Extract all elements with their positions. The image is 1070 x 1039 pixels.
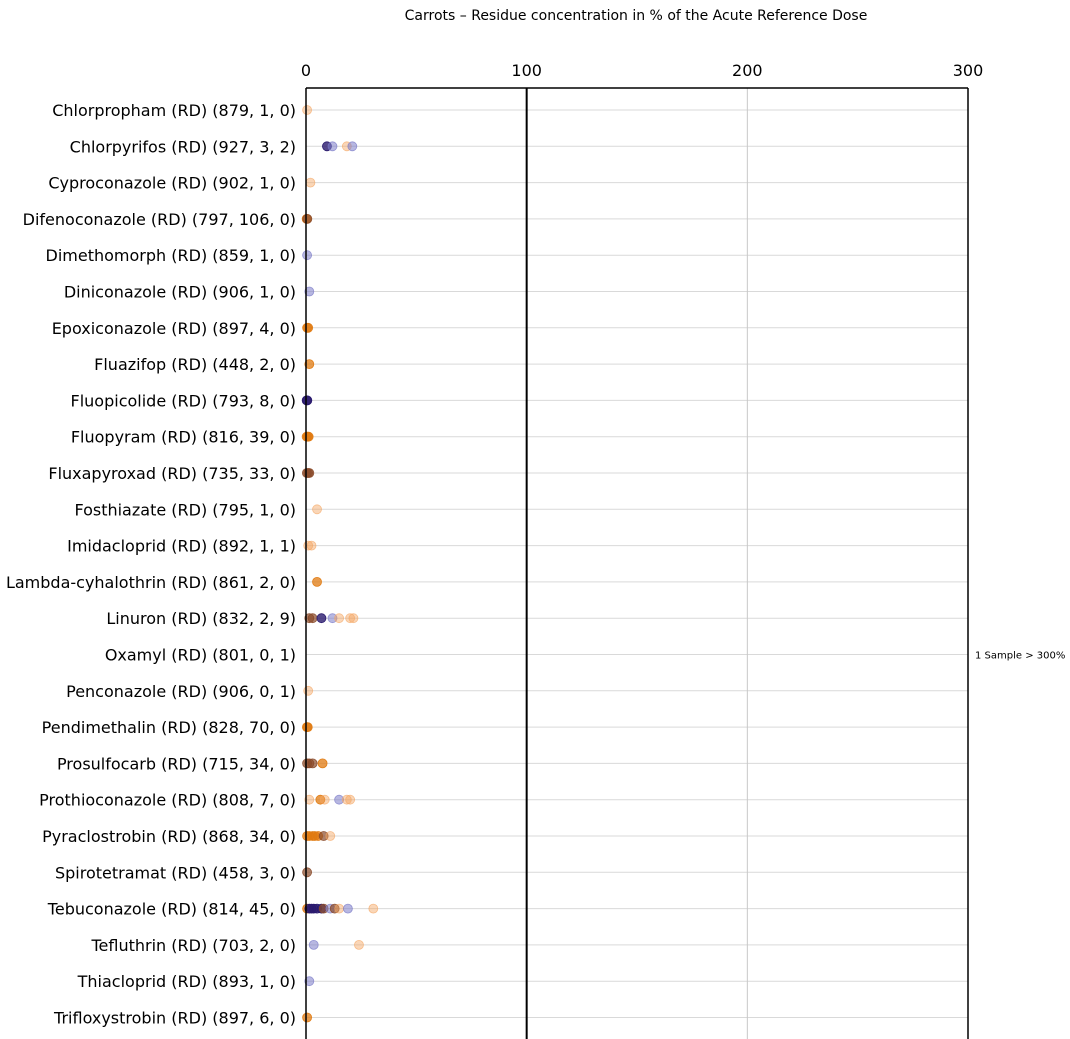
data-point (319, 794, 330, 805)
category-label: Fluazifop (RD) (448, 2, 0) (94, 355, 296, 374)
data-point (308, 940, 319, 950)
category-label: Trifloxystrobin (RD) (897, 6, 0) (53, 1009, 296, 1028)
category-label: Lambda-cyhalothrin (RD) (861, 2, 0) (6, 573, 296, 592)
category-label: Prosulfocarb (RD) (715, 34, 0) (57, 754, 296, 773)
data-point (306, 540, 317, 551)
category-label: Fluopyram (RD) (816, 39, 0) (71, 428, 296, 447)
category-label: Dimethomorph (RD) (859, 1, 0) (46, 246, 296, 265)
category-label: Linuron (RD) (832, 2, 9) (106, 609, 296, 628)
category-label: Thiacloprid (RD) (893, 1, 0) (77, 972, 296, 991)
data-point (302, 722, 313, 732)
category-label: Tefluthrin (RD) (703, 2, 0) (90, 936, 296, 955)
x-tick-label: 200 (732, 61, 763, 80)
data-point (302, 213, 313, 224)
category-label: Prothioconazole (RD) (808, 7, 0) (39, 791, 296, 810)
data-point (307, 613, 318, 624)
annotations: 1 Sample > 300% (975, 651, 1065, 662)
annotation-label: 1 Sample > 300% (975, 651, 1065, 662)
data-point (304, 468, 315, 478)
data-point (316, 613, 327, 624)
data-point (312, 577, 322, 587)
data-point (334, 903, 345, 914)
data-point (302, 867, 313, 878)
x-axis-ticks: 0 100 200 300 (301, 61, 983, 80)
chart-title: Carrots – Residue concentration in % of … (405, 8, 868, 24)
data-point (307, 758, 318, 769)
data-point (327, 141, 338, 152)
category-label: Fluopicolide (RD) (793, 8, 0) (71, 391, 296, 410)
data-point (334, 794, 345, 805)
data-point (343, 903, 353, 914)
data-point (304, 286, 315, 297)
category-label: Chlorpropham (RD) (879, 1, 0) (52, 101, 296, 120)
category-label: Diniconazole (RD) (906, 1, 0) (64, 283, 296, 302)
data-point (305, 177, 316, 188)
plot-frame (305, 87, 969, 1039)
x-tick-label: 0 (301, 61, 311, 80)
data-point (345, 794, 356, 805)
data-point (334, 613, 345, 624)
data-point (347, 141, 358, 152)
data-point (302, 395, 313, 406)
data-point (302, 1012, 313, 1023)
data-point (303, 322, 314, 333)
category-label: Epoxiconazole (RD) (897, 4, 0) (52, 319, 296, 338)
category-label: Fosthiazate (RD) (795, 1, 0) (74, 500, 296, 519)
data-point (312, 504, 322, 515)
category-label: Oxamyl (RD) (801, 0, 1) (105, 646, 296, 665)
data-point (354, 940, 364, 950)
grid (306, 88, 968, 1039)
category-label: Imidacloprid (RD) (892, 1, 1) (67, 537, 296, 556)
category-label: Cyproconazole (RD) (902, 1, 0) (48, 174, 296, 193)
data-point (304, 359, 315, 370)
category-label: Chlorpyrifos (RD) (927, 3, 2) (70, 137, 296, 156)
data-points (301, 105, 379, 1023)
data-point (302, 105, 313, 115)
category-label: Tebuconazole (RD) (814, 45, 0) (47, 900, 296, 919)
data-point (304, 976, 315, 987)
category-label: Pendimethalin (RD) (828, 70, 0) (42, 718, 296, 737)
x-tick-label: 100 (511, 61, 542, 80)
x-tick-label: 300 (953, 61, 984, 80)
data-point (318, 831, 329, 841)
data-point (368, 903, 379, 914)
data-point (327, 613, 338, 624)
data-point (348, 613, 359, 624)
data-point (303, 685, 314, 696)
data-point (341, 794, 352, 805)
category-label: Pyraclostrobin (RD) (868, 34, 0) (42, 827, 296, 846)
data-point (304, 794, 315, 805)
data-point (325, 831, 336, 841)
category-label: Spirotetramat (RD) (458, 3, 0) (55, 863, 296, 882)
category-label: Penconazole (RD) (906, 0, 1) (66, 682, 296, 701)
category-label: Difenoconazole (RD) (797, 106, 0) (23, 210, 296, 229)
data-point (345, 613, 356, 624)
category-labels: Chlorpropham (RD) (879, 1, 0) Chlorpyrifo… (6, 101, 296, 1028)
data-point (302, 250, 313, 261)
category-label: Fluxapyroxad (RD) (735, 33, 0) (48, 464, 296, 483)
data-point (317, 758, 328, 769)
